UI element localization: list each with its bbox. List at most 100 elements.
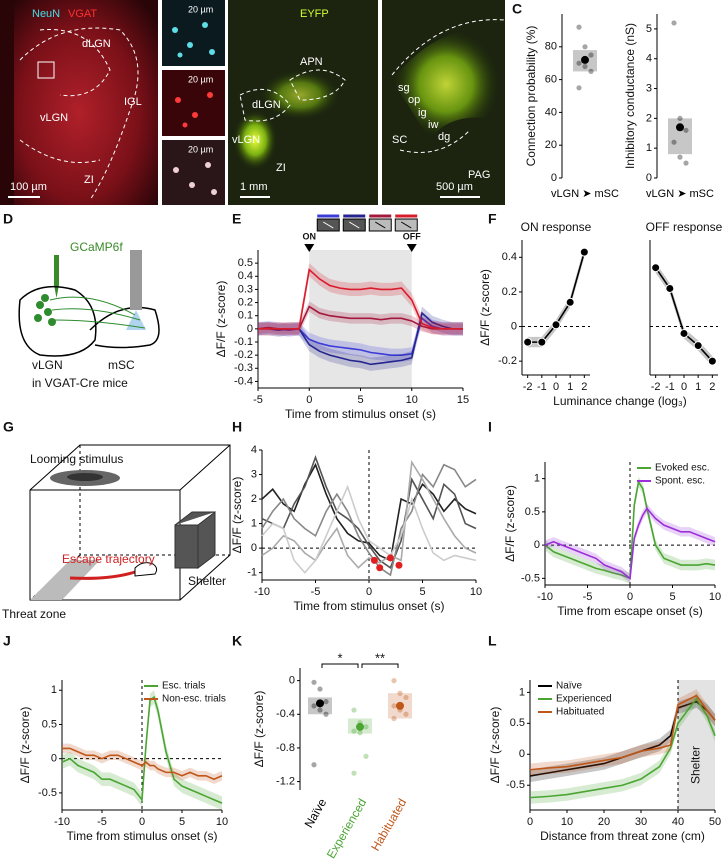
significance-bracket <box>361 663 399 668</box>
y-tick-label: 0.4 <box>502 251 517 263</box>
point <box>391 703 397 709</box>
significance-bracket <box>321 663 359 668</box>
x-tick-label: 5 <box>179 816 185 828</box>
x-tick-label: -10 <box>254 586 270 598</box>
legend-label: Non-esc. trials <box>162 694 226 705</box>
stimulus-label: OFF <box>403 231 421 241</box>
x-tick-label: 10 <box>709 591 721 603</box>
x-tick-label: -10 <box>54 816 70 828</box>
y-axis-label: ΔF/F (z-score) <box>214 281 228 358</box>
stimulus-icon-arrow <box>348 221 360 229</box>
line <box>61 695 223 804</box>
y-axis-label: ΔF/F (z-score) <box>478 269 492 346</box>
x-tick-label: 20 <box>598 816 610 828</box>
y-tick-label: -0.5 <box>521 572 540 584</box>
point <box>651 263 661 273</box>
y-tick-label: -0.4 <box>234 375 253 387</box>
point <box>391 715 397 722</box>
point <box>317 707 323 713</box>
stain-label: VGAT <box>68 8 97 20</box>
point <box>576 24 582 30</box>
diagram-label: mSC <box>108 358 135 372</box>
escape-point <box>370 556 378 564</box>
y-tick-label: -0.2 <box>234 349 253 361</box>
y-tick-label: -0.3 <box>234 362 253 374</box>
y-tick-label: -0.2 <box>498 355 517 367</box>
region-label: dLGN <box>82 38 111 50</box>
region-label: SC <box>392 134 407 146</box>
panel-d-diagram: GCaMP6f vLGN mSC in VGAT-Cre mice <box>18 240 160 390</box>
x-tick-label: 10 <box>561 816 573 828</box>
point <box>671 139 677 145</box>
stain-label: NeuN <box>32 8 60 20</box>
y-tick-label: 3 <box>646 82 652 94</box>
line <box>544 479 716 580</box>
line <box>529 694 716 771</box>
y-tick-label: -0.1 <box>234 336 253 348</box>
stimulus-marker <box>406 244 417 252</box>
y-tick-label: 20 <box>545 139 557 151</box>
point <box>351 728 357 734</box>
panel-letter: K <box>232 633 242 649</box>
diagram-label: Threat zone <box>2 607 66 621</box>
point <box>693 341 703 351</box>
x-tick-label: 0 <box>139 816 145 828</box>
region-label: PAG <box>468 169 490 181</box>
stimulus-icon-arrow <box>322 221 334 229</box>
scale-bar-label: 1 mm <box>240 181 268 193</box>
point <box>576 60 582 66</box>
y-tick-label: 0.5 <box>525 506 540 518</box>
x-tick-label: -5 <box>583 591 593 603</box>
diagram-label: vLGN <box>32 358 63 372</box>
y-tick-label: 1 <box>519 686 525 698</box>
legend-label: Esc. trials <box>162 681 205 692</box>
legend-label: Experienced <box>556 694 612 705</box>
x-tick-label: 10 <box>470 586 482 598</box>
mean <box>676 123 684 132</box>
error-band <box>530 692 715 804</box>
error-band <box>545 476 715 584</box>
x-tick-label: 1 <box>567 381 573 393</box>
category-label: Habituated <box>368 796 409 853</box>
diagram-label: Shelter <box>188 574 226 588</box>
region-label: vLGN <box>40 112 68 124</box>
y-tick-label: -1.2 <box>276 775 295 787</box>
x-tick-label: 1 <box>695 381 701 393</box>
point <box>403 694 409 701</box>
point <box>363 753 369 759</box>
y-axis-label: Inhibitory conductance (nS) <box>623 23 637 169</box>
x-axis-label: Luminance change (log₃) <box>553 394 687 408</box>
y-tick-label: 0.2 <box>238 296 253 308</box>
point <box>582 44 588 50</box>
line <box>529 697 716 799</box>
region-label: dLGN <box>252 99 281 111</box>
legend-label: Naïve <box>556 681 583 692</box>
escape-point <box>376 564 384 572</box>
y-tick-label: 4 <box>646 53 652 65</box>
category-label: Experienced <box>324 796 369 861</box>
point <box>665 283 675 293</box>
point <box>683 127 689 133</box>
line <box>544 507 716 580</box>
line <box>258 268 463 330</box>
region-label: vLGN <box>232 134 260 146</box>
y-tick-label: -0.5 <box>506 779 525 791</box>
category-label: vLGN ➤ mSC <box>551 188 619 200</box>
point <box>565 297 575 307</box>
layer-label: op <box>408 94 420 106</box>
point <box>351 707 357 713</box>
y-tick-label: 0.5 <box>238 257 253 269</box>
scale-bar-label: 500 µm <box>436 181 473 193</box>
panel-b-image: EYFP dLGN APN vLGN ZI 1 mm sg op ig iw d… <box>228 0 506 205</box>
y-tick-label: 1 <box>251 517 257 529</box>
x-tick-label: 40 <box>672 816 684 828</box>
y-tick-label: -0.4 <box>276 708 295 720</box>
y-axis-label: ΔF/F (z-score) <box>230 477 244 554</box>
y-tick-label: -0.8 <box>276 742 295 754</box>
panel-letter: I <box>488 419 492 435</box>
point <box>311 762 317 768</box>
mean <box>396 701 404 710</box>
mean <box>356 722 364 731</box>
y-tick-label: 3 <box>251 468 257 480</box>
panel-letter: H <box>232 419 242 435</box>
